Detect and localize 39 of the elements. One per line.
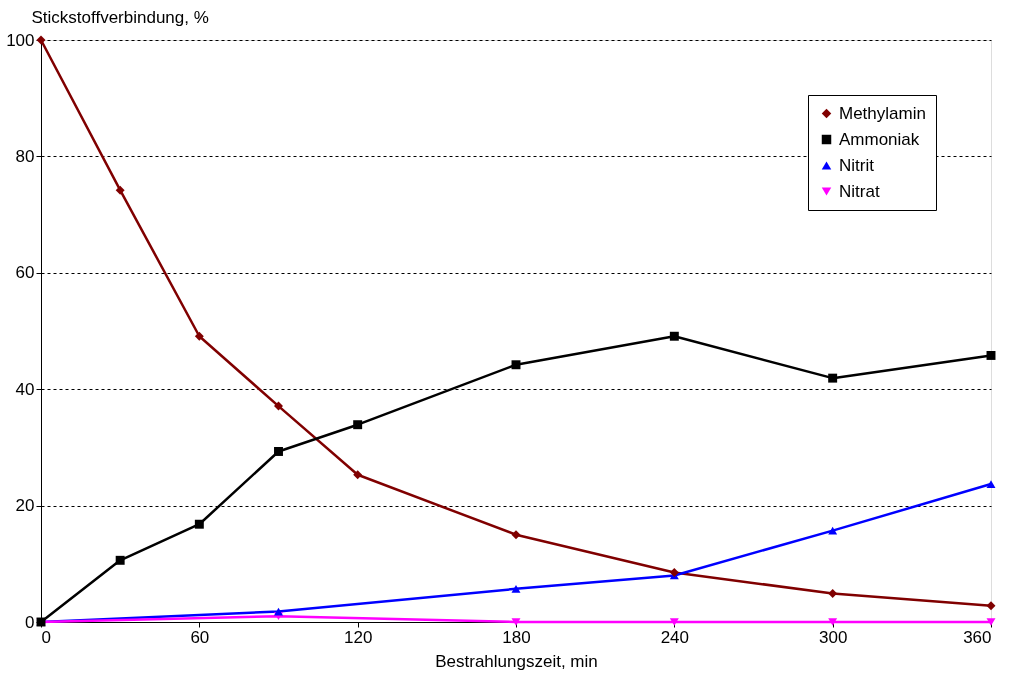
x-axis-title: Bestrahlungszeit, min [435,651,598,671]
point [115,185,125,195]
legend-label: Nitrat [839,181,880,201]
point [669,618,679,626]
y-tick-label: 80 [15,146,35,166]
point [828,589,838,598]
point [828,373,838,383]
x-tick-label: 120 [343,627,373,647]
legend-label: Nitrit [839,155,875,175]
y-axis-title: Stickstoffverbindung, % [31,7,209,27]
point [274,401,283,411]
point [511,530,521,540]
legend-label: Ammoniak [839,129,920,149]
point [511,618,521,626]
point [115,555,125,565]
x-tick-label: 60 [190,627,210,647]
x-tick-label: 360 [963,627,992,647]
point [986,601,996,611]
x-tick-label: 180 [502,627,531,647]
y-tick-label: 40 [15,379,35,399]
y-tick-label: 100 [6,30,35,50]
point [194,519,204,529]
point [274,447,283,456]
point [986,480,996,488]
x-tick-label: 240 [660,627,690,647]
y-tick-label: 60 [15,263,35,283]
point [353,420,363,430]
y-tick-label: 0 [25,612,35,632]
x-tick-label: 0 [41,627,51,647]
y-tick-label: 20 [15,496,35,516]
point [194,331,204,341]
point [669,331,679,341]
x-tick-label: 300 [818,627,848,647]
point [986,350,996,360]
point [511,360,521,370]
point [511,584,521,593]
legend-label: Methylamin [839,103,926,123]
point [828,618,838,626]
point [353,470,363,480]
